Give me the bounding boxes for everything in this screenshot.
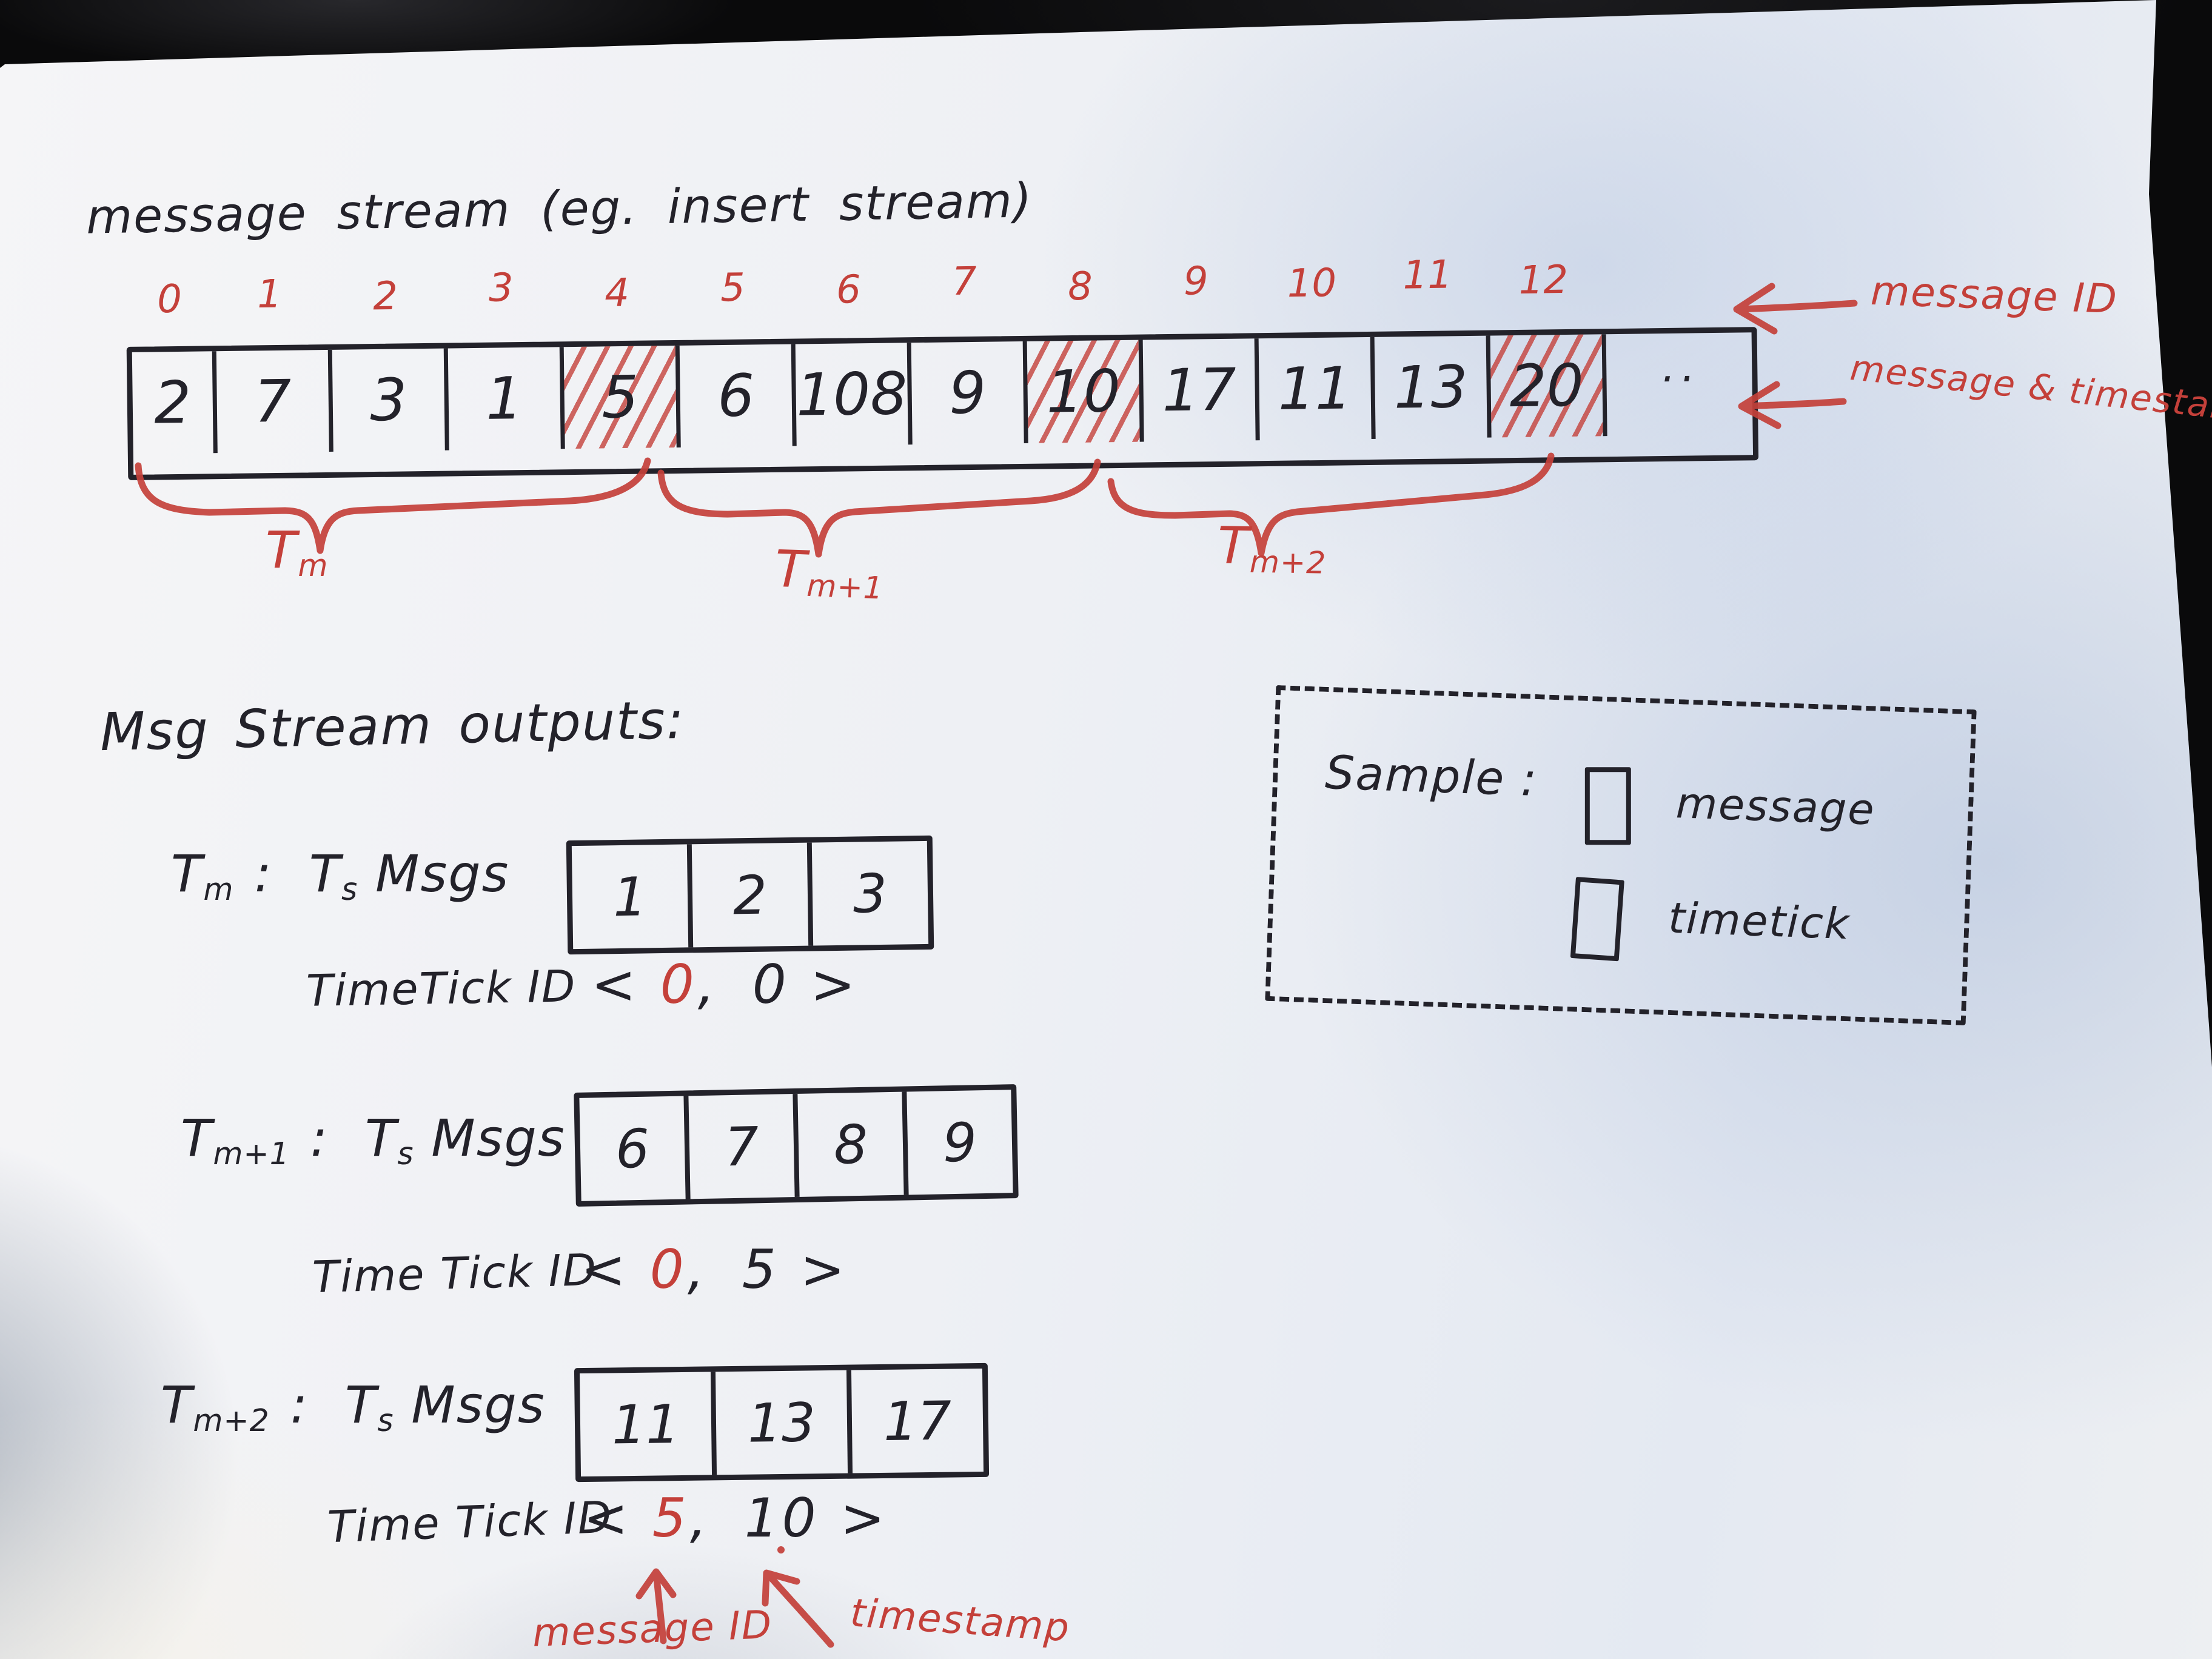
stream-index-9: 9 [1183,259,1209,304]
legend-timetick-symbol [1570,877,1624,962]
tick-open: < [581,1238,629,1301]
window-tm-base: T [266,520,298,580]
stream-index-6: 6 [836,267,862,313]
row-tm-tsmsgs-label: Ts Msgs [309,844,510,908]
stream-index-8: 8 [1067,264,1093,310]
stream-cell-ellipsis: ·· [1659,354,1700,404]
row-tm2-tickvalue: < 5, 10 > [583,1487,888,1549]
row-tm2-output-box: 11 13 17 [574,1362,990,1483]
window-tm2-base: T [1217,515,1251,576]
row-tm-tickvalue: < 0, 0 > [591,953,859,1016]
stream-index-12: 12 [1518,257,1569,303]
legend-timetick-label: timetick [1667,893,1851,950]
window-tm1-sub: m+1 [806,567,884,606]
row-tm2-tsmsgs-label: Ts Msgs [345,1375,546,1439]
legend-message-label: message [1675,778,1876,835]
stream-index-5: 5 [720,265,746,311]
row-tm1-window: Tm+1 [181,1108,290,1172]
tick-timestamp: 10 [744,1487,820,1549]
tick-close: > [800,1238,849,1301]
stream-cell-6: 108 [795,343,913,446]
tm-out-cell-2: 3 [853,862,888,925]
message-id-axis-label: message ID [1869,267,2119,323]
row-tm1-tickvalue: < 0, 5 > [581,1238,848,1301]
stream-index-10: 10 [1287,261,1337,307]
window-tm1-base: T [774,538,809,600]
row-tm2-window: Tm+2 [161,1375,270,1439]
tick-comma: , [687,1238,708,1301]
stream-cell-8-timetick: 10 [1027,340,1144,443]
stream-cell-12-timetick: 20 [1490,334,1607,438]
window-tm2-sub: m+2 [1249,543,1327,581]
stream-index-3: 3 [488,266,514,311]
tick-close: > [810,953,859,1016]
stream-index-1: 1 [256,272,283,318]
tick-message-id: 5 [652,1487,690,1549]
row-tm1-colon: : [310,1108,329,1168]
stream-cell-7: 9 [911,341,1028,445]
row-tm2-label: Tm+2 : Ts Msgs [161,1375,546,1438]
stream-index-7: 7 [951,259,977,305]
row-tm1-tsmsgs-label: Ts Msgs [365,1108,566,1172]
stream-index-11: 11 [1402,252,1453,298]
legend-message-symbol [1584,767,1631,845]
stream-index-2: 2 [372,273,398,320]
window-tm-sub: m [298,548,329,584]
bottom-message-id-label: message ID [531,1603,774,1656]
stream-cell-10: 11 [1258,337,1376,441]
row-tm-window: Tm [171,844,234,908]
row-tm-ticklabel: TimeTick ID [306,960,577,1016]
row-tm2-colon: : [290,1375,309,1435]
stream-cell-0: 2 [132,351,218,454]
stream-cell-4-timetick: 5 [563,345,681,449]
row-tm1-ticklabel: Time Tick ID [311,1244,598,1303]
tick-message-id: 0 [660,953,698,1016]
stream-index-0: 0 [156,276,183,323]
stream-cell-11: 13 [1374,335,1492,439]
tm2-out-cell-1: 13 [715,1370,853,1475]
tick-message-id: 0 [649,1238,688,1301]
tm2-out-cell-2: 17 [883,1389,952,1453]
stream-cell-2: 3 [332,348,449,452]
row-tm-colon: : [254,844,273,903]
tick-open: < [591,953,640,1016]
tm1-out-cell-2: 8 [797,1091,909,1197]
legend-title: Sample : [1324,745,1539,807]
stream-cell-1: 7 [216,349,333,454]
tm2-out-cell-0: 11 [579,1372,717,1477]
row-tm1-label: Tm+1 : Ts Msgs [181,1108,566,1171]
tick-close: > [840,1487,889,1549]
window-label-tm: Tm [266,520,328,583]
tm-out-cell-0: 1 [571,844,694,950]
stream-cell-5: 6 [679,344,797,447]
stream-cell-3: 1 [447,347,565,451]
row-tm2-ticklabel: Time Tick ID [326,1491,614,1553]
tick-comma: , [697,953,719,1016]
tm1-out-cell-1: 7 [688,1093,800,1199]
window-label-tm1: Tm+1 [774,539,885,606]
stream-index-4: 4 [604,270,630,317]
message-stream-row: 2 7 3 1 5 6 108 9 10 17 11 13 20 ·· [126,327,1759,480]
tick-comma: , [689,1487,711,1549]
stream-index-spacer [1601,252,1717,298]
tick-timestamp: 5 [742,1238,780,1301]
outputs-heading: Msg Stream outputs: [99,689,686,763]
tick-open: < [583,1487,632,1549]
tm-out-cell-1: 2 [691,842,814,948]
tm1-out-cell-0: 6 [579,1096,691,1201]
window-label-tm2: Tm+2 [1217,515,1327,580]
row-tm-output-box: 1 2 3 [566,835,934,955]
stream-cell-9: 17 [1142,338,1260,442]
row-tm1-output-box: 6 7 8 9 [574,1084,1019,1207]
tick-timestamp: 0 [752,953,790,1016]
tm1-out-cell-3: 9 [942,1110,977,1174]
legend-box: Sample : message timetick [1265,685,1977,1026]
row-tm-label: Tm : Ts Msgs [171,844,509,907]
